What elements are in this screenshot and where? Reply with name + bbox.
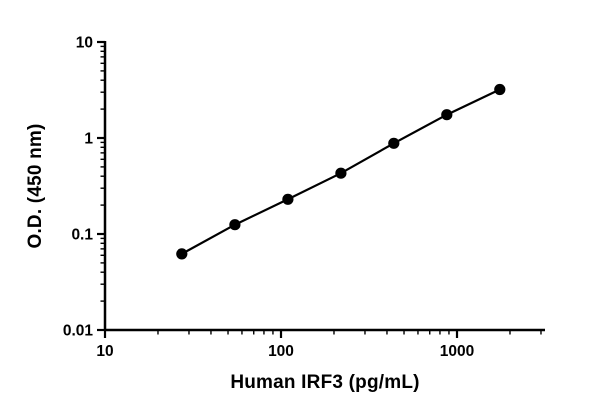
data-point — [282, 193, 294, 205]
y-tick-label: 10 — [76, 35, 93, 52]
x-tick-label: 1000 — [440, 343, 474, 360]
x-axis-title: Human IRF3 (pg/mL) — [230, 372, 420, 393]
data-point — [441, 109, 453, 121]
y-tick-label: 1 — [84, 131, 93, 148]
x-tick-label: 100 — [268, 343, 294, 360]
y-tick-label: 0.1 — [71, 227, 93, 244]
y-axis-title: O.D. (450 nm) — [25, 123, 46, 249]
data-point — [494, 83, 506, 96]
data-point — [335, 167, 347, 179]
data-point — [388, 137, 400, 149]
y-tick-label: 0.01 — [63, 323, 94, 340]
data-point — [176, 248, 188, 260]
x-tick-label: 10 — [96, 343, 113, 360]
data-point — [229, 219, 241, 231]
